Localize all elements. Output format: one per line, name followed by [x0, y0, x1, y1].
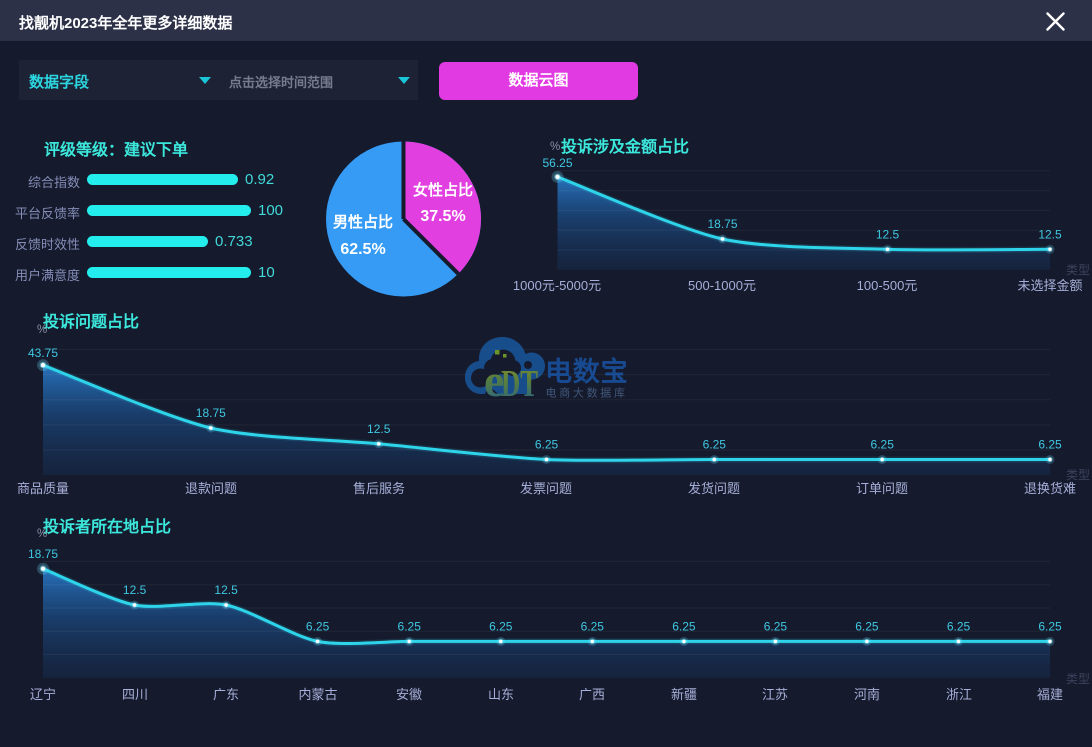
svg-text:12.5: 12.5 [1038, 227, 1062, 241]
svg-text:37.5%: 37.5% [420, 208, 465, 225]
svg-text:6.25: 6.25 [703, 438, 727, 452]
svg-text:电商大数据库: 电商大数据库 [546, 386, 628, 400]
svg-text:6.25: 6.25 [489, 620, 513, 634]
svg-text:56.25: 56.25 [542, 156, 572, 170]
svg-text:6.25: 6.25 [306, 620, 330, 634]
svg-text:18.75: 18.75 [28, 547, 58, 561]
svg-text:18.75: 18.75 [196, 406, 226, 420]
svg-text:男性占比: 男性占比 [333, 213, 393, 231]
svg-text:女性占比: 女性占比 [413, 181, 473, 199]
svg-text:43.75: 43.75 [28, 346, 58, 360]
svg-text:6.25: 6.25 [855, 620, 879, 634]
svg-text:6.25: 6.25 [1038, 620, 1062, 634]
svg-text:6.25: 6.25 [535, 438, 559, 452]
svg-text:12.5: 12.5 [123, 583, 147, 597]
svg-text:e: e [484, 355, 504, 406]
svg-text:6.25: 6.25 [398, 620, 422, 634]
svg-text:6.25: 6.25 [947, 620, 971, 634]
svg-text:12.5: 12.5 [214, 583, 238, 597]
svg-text:12.5: 12.5 [876, 227, 900, 241]
svg-text:18.75: 18.75 [707, 217, 737, 231]
svg-text:6.25: 6.25 [1038, 438, 1062, 452]
svg-text:电数宝: 电数宝 [545, 356, 628, 387]
svg-text:12.5: 12.5 [367, 422, 391, 436]
svg-text:6.25: 6.25 [672, 620, 696, 634]
svg-text:6.25: 6.25 [581, 620, 605, 634]
svg-text:6.25: 6.25 [764, 620, 788, 634]
svg-text:DT: DT [501, 363, 538, 405]
svg-text:6.25: 6.25 [871, 438, 895, 452]
svg-text:62.5%: 62.5% [340, 241, 385, 258]
